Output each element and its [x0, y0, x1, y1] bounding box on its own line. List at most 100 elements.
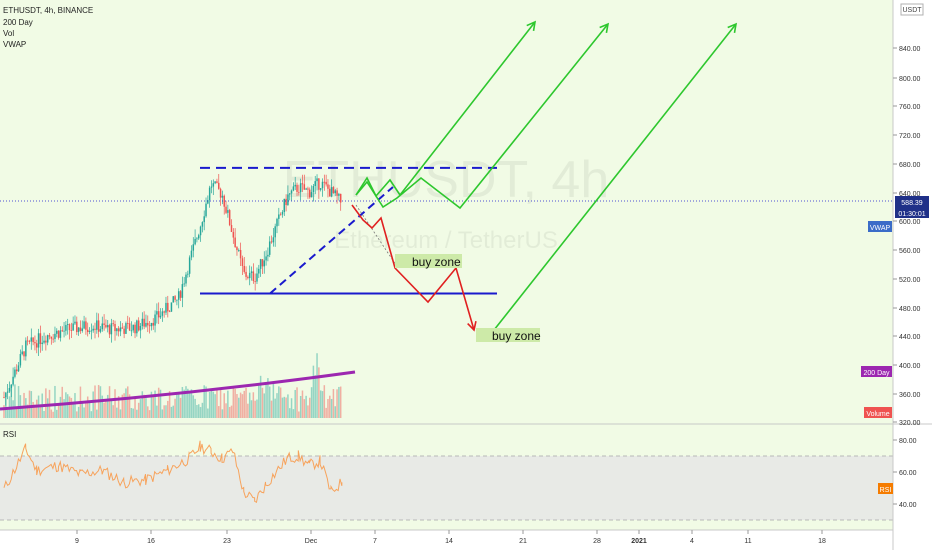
rsi-series	[3, 440, 343, 503]
time-tick-label: 4	[690, 538, 694, 545]
candle-body	[43, 340, 45, 343]
candle-body	[66, 324, 69, 326]
candle-body	[179, 291, 182, 298]
candle-body	[196, 238, 198, 240]
volume-bar	[279, 387, 282, 418]
candle-body	[301, 183, 304, 185]
volume-bar	[272, 383, 275, 418]
volume-bar	[139, 399, 142, 418]
time-tick-label: 21	[519, 538, 527, 545]
candle-body	[79, 327, 82, 331]
buy-zone-2-box	[476, 328, 540, 342]
price-tick-label: 760.00	[899, 104, 921, 111]
bullish-path-3[interactable]	[493, 23, 737, 331]
candle-body	[6, 391, 9, 393]
candle-body	[34, 342, 36, 344]
volume-bar	[108, 386, 111, 418]
volume-bar	[283, 396, 286, 418]
indicator-vwap[interactable]: VWAP	[3, 40, 26, 49]
candle-body	[259, 259, 262, 269]
candle-body	[218, 182, 220, 189]
candle-body	[188, 257, 191, 274]
buy-zone-2[interactable]: buy zone	[476, 328, 541, 343]
volume-bar	[327, 398, 329, 418]
candle-body	[130, 330, 133, 332]
indicator-200day[interactable]: 200 Day	[3, 18, 33, 27]
volume-bar	[201, 402, 204, 418]
buy-zone-1[interactable]: buy zone	[395, 254, 462, 269]
candle-body	[143, 318, 145, 327]
candle-body	[210, 186, 213, 188]
symbol-title[interactable]: ETHUSDT, 4h, BINANCE	[3, 6, 93, 15]
candle-body	[256, 273, 258, 282]
volume-bar	[152, 396, 154, 418]
volume-bar	[145, 398, 147, 418]
time-axis-background	[0, 530, 893, 550]
ma200-label: 200 Day	[863, 370, 890, 377]
volume-bar	[21, 405, 23, 418]
candle-body	[63, 330, 65, 332]
volume-bar	[77, 406, 80, 418]
volume-bar	[54, 385, 56, 418]
volume-bar	[339, 386, 342, 418]
volume-bar	[299, 395, 302, 418]
volume-bar	[88, 401, 91, 418]
price-tick-label: 800.00	[899, 76, 921, 83]
rsi-badge: RSI	[878, 483, 893, 494]
indicator-vol[interactable]: Vol	[3, 29, 14, 38]
volume-bar	[225, 403, 227, 418]
vwap-label: VWAP	[870, 225, 891, 232]
price-tick-label: 840.00	[899, 46, 921, 53]
candle-body	[65, 325, 67, 331]
volume-bar	[267, 378, 269, 418]
candle-body	[105, 324, 107, 328]
candle-body	[99, 329, 102, 332]
volume-bar	[23, 392, 25, 418]
volume-bar	[274, 398, 276, 418]
bearish-path[interactable]	[351, 204, 475, 331]
volume-bar	[312, 365, 315, 418]
rsi-tick-label: 60.00	[899, 470, 917, 477]
volume-bar	[127, 386, 129, 418]
candle-body	[121, 327, 124, 329]
volume-bar	[161, 409, 164, 418]
candle-body	[136, 320, 138, 334]
candle-body	[245, 271, 247, 277]
last-price-value: 588.39	[901, 200, 923, 207]
volume-bar	[334, 406, 336, 418]
volume-bar	[150, 391, 153, 418]
ascending-trendline[interactable]	[269, 186, 394, 295]
volume-bar	[172, 405, 175, 418]
rsi-panel-label[interactable]: RSI	[3, 430, 16, 439]
volume-bar	[248, 392, 251, 418]
candle-body	[50, 336, 53, 339]
candle-body	[106, 325, 109, 328]
volume-bar	[170, 406, 173, 418]
volume-bar	[223, 393, 225, 418]
candle-body	[17, 365, 20, 372]
candle-body	[234, 237, 236, 248]
price-tick-label: 360.00	[899, 392, 921, 399]
volume-bar	[258, 385, 260, 418]
candle-body	[141, 318, 144, 327]
volume-bar	[236, 394, 238, 418]
volume-bar	[74, 393, 76, 418]
candle-body	[137, 320, 140, 331]
volume-bar	[86, 396, 89, 418]
bullish-path-1[interactable]	[355, 21, 536, 198]
volume-bar	[319, 390, 322, 418]
volume-bar	[14, 384, 16, 418]
bullish-path-2[interactable]	[355, 23, 609, 210]
candle-body	[181, 284, 184, 298]
candle-body	[86, 329, 89, 333]
candle-body	[274, 226, 276, 238]
volume-bar	[148, 410, 151, 418]
candle-body	[338, 193, 340, 196]
volume-bar	[245, 387, 247, 418]
dotted-projection	[355, 204, 397, 266]
volume-bar	[132, 408, 134, 418]
volume-bar	[56, 409, 58, 418]
candle-body	[272, 237, 275, 243]
